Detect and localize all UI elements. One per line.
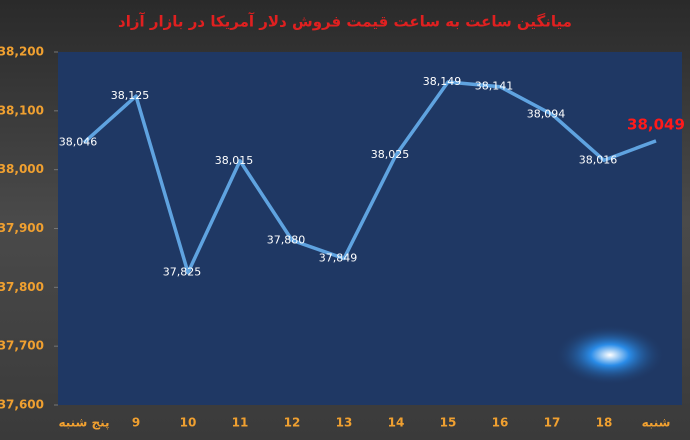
chart-title: میانگین ساعت به ساعت قیمت فروش دلار آمری… [118,13,572,31]
y-tick-label: 37,800 [0,280,44,294]
logo [555,325,665,385]
line [82,80,657,275]
x-tick-label: شنبه [642,416,671,430]
y-tick-label: 38,200 [0,45,44,59]
value-label: 38,025 [371,148,410,161]
x-tick-label: 9 [132,416,140,430]
value-label: 38,016 [579,153,618,166]
y-tick-label: 37,900 [0,221,44,235]
x-tick-label: 11 [232,416,249,430]
y-tick-label: 37,700 [0,339,44,353]
value-label: 38,125 [111,89,150,102]
x-tick-label: پنج شنبه [58,416,109,430]
value-label: 38,015 [215,154,254,167]
x-tick-label: 15 [440,416,457,430]
x-tick-label: 10 [180,416,197,430]
value-label: 37,880 [267,233,306,246]
x-tick-label: 14 [388,416,405,430]
value-label: 38,049 [627,115,685,133]
y-tick-label: 37,600 [0,398,44,412]
value-label: 38,046 [59,136,98,149]
value-label: 38,094 [527,107,566,120]
value-label: 37,849 [319,252,358,265]
value-label: 38,149 [423,75,462,88]
y-tick-label: 38,100 [0,103,44,117]
x-tick-label: 17 [544,416,561,430]
value-label: 38,141 [475,80,514,93]
y-tick-label: 38,000 [0,162,44,176]
x-tick-label: 18 [596,416,613,430]
value-label: 37,825 [163,266,202,279]
x-tick-label: 12 [284,416,301,430]
x-tick-label: 16 [492,416,509,430]
x-tick-label: 13 [336,416,353,430]
